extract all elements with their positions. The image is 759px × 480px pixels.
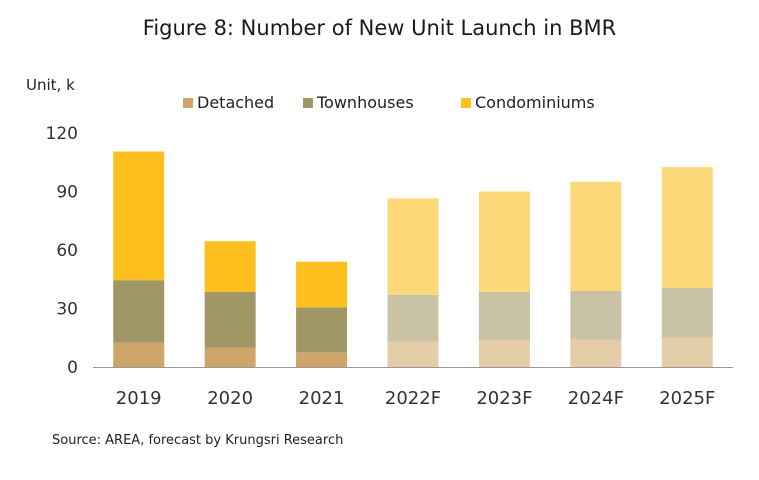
x-tick-label: 2020 (207, 388, 253, 409)
y-tick-label: 30 (56, 300, 78, 320)
bar-segment-townhouses (661, 288, 713, 338)
legend-swatch (183, 98, 193, 108)
x-tick-label: 2024F (568, 388, 624, 409)
chart-title: Figure 8: Number of New Unit Launch in B… (142, 16, 617, 40)
bar-segment-condominiums (296, 261, 348, 308)
bar-segment-townhouses (478, 291, 530, 341)
bar-segment-detached (661, 337, 713, 367)
bar-segment-townhouses (296, 307, 348, 353)
legend-swatch (303, 98, 313, 108)
bar-segment-detached (113, 342, 165, 367)
y-tick-label: 0 (67, 358, 78, 378)
y-tick-label: 120 (46, 124, 78, 144)
bar-segment-condominiums (387, 198, 439, 295)
bar-segment-townhouses (113, 280, 165, 343)
bar-segment-detached (387, 341, 439, 367)
x-tick-label: 2022F (385, 388, 441, 409)
bar-segment-condominiums (113, 151, 165, 281)
x-tick-label: 2021 (299, 388, 345, 409)
x-tick-label: 2019 (116, 388, 162, 409)
bar-segment-townhouses (204, 291, 256, 348)
y-tick-label: 60 (56, 241, 78, 261)
bar-segment-townhouses (570, 290, 622, 340)
bar-segment-condominiums (661, 167, 713, 289)
legend-label: Condominiums (475, 93, 595, 112)
bar-segment-townhouses (387, 294, 439, 342)
x-tick-label: 2023F (476, 388, 532, 409)
legend-label: Detached (197, 93, 274, 112)
y-axis-label: Unit, k (26, 76, 75, 94)
bar-segment-detached (570, 339, 622, 367)
bar-segment-condominiums (204, 241, 256, 292)
x-tick-label: 2025F (659, 388, 715, 409)
bar-segment-condominiums (570, 181, 622, 291)
bar-segment-detached (204, 347, 256, 367)
source-note: Source: AREA, forecast by Krungsri Resea… (52, 433, 344, 448)
bar-segment-condominiums (478, 191, 530, 292)
bar-segment-detached (478, 340, 530, 367)
bar-segment-detached (296, 352, 348, 367)
y-tick-label: 90 (56, 183, 78, 203)
legend-label: Townhouses (316, 93, 414, 112)
legend-swatch (461, 98, 471, 108)
